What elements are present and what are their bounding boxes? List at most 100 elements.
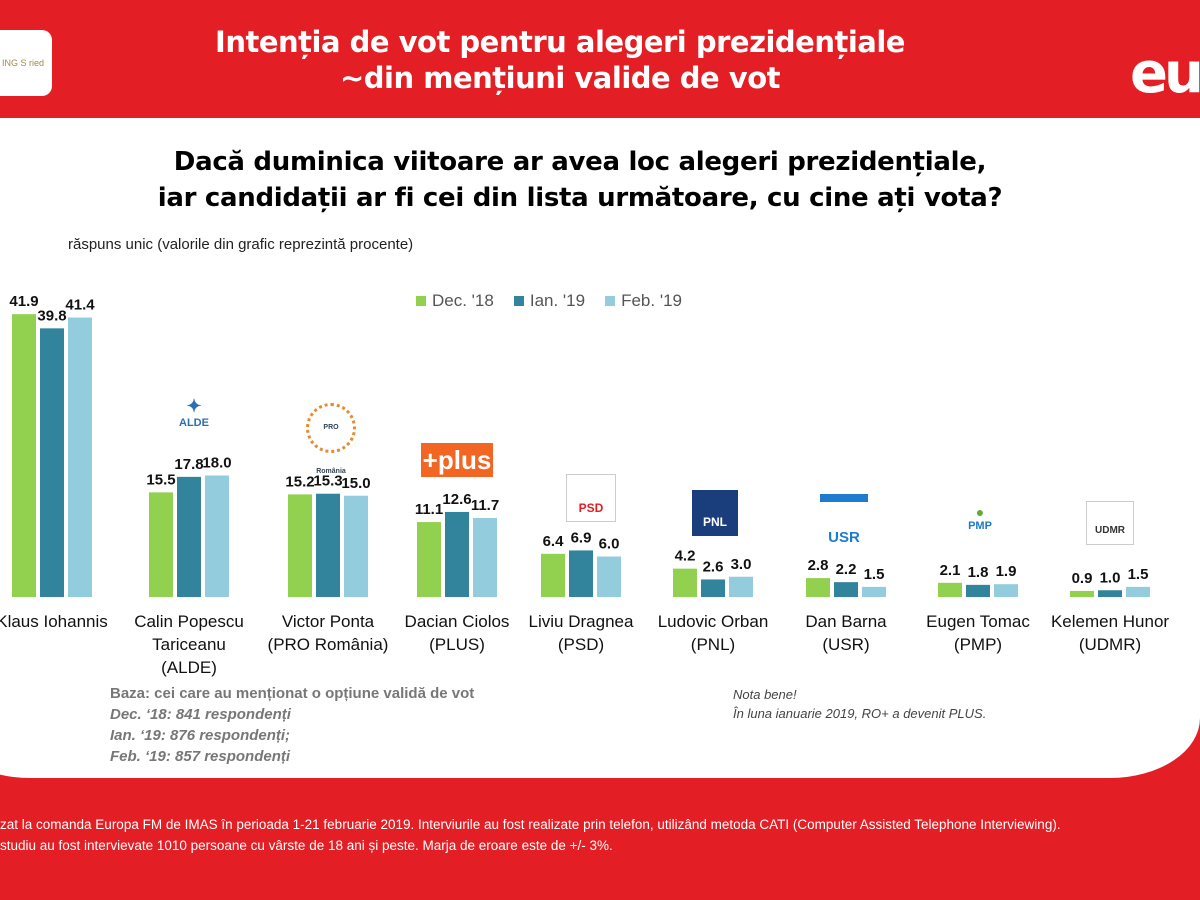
category-label: Dan Barna (USR) bbox=[771, 610, 921, 656]
legend-item: Feb. '19 bbox=[605, 291, 682, 311]
category-label: Calin Popescu Tariceanu (ALDE) bbox=[114, 610, 264, 679]
category-label: Eugen Tomac (PMP) bbox=[903, 610, 1053, 656]
data-label: 41.9 bbox=[9, 293, 38, 310]
data-label: 2.8 bbox=[808, 557, 829, 574]
data-label: 4.2 bbox=[675, 548, 696, 565]
pmp-logo: ● PMP bbox=[968, 504, 992, 532]
category-label-line: (PRO România) bbox=[267, 635, 389, 654]
data-label: 17.8 bbox=[174, 456, 203, 473]
pro-romania-logo: PRO România bbox=[306, 403, 356, 475]
data-label: 1.9 bbox=[996, 563, 1017, 580]
bar bbox=[12, 314, 36, 597]
bar bbox=[1126, 586, 1150, 597]
legend-item: Ian. '19 bbox=[513, 291, 585, 311]
category-label-line: Calin Popescu bbox=[134, 612, 244, 631]
data-label: 2.6 bbox=[703, 558, 724, 575]
data-label: 1.5 bbox=[1128, 566, 1149, 583]
bar bbox=[344, 495, 368, 597]
category-label-line: (PMP) bbox=[953, 635, 1003, 654]
data-label: 0.9 bbox=[1072, 570, 1093, 587]
question: Dacă duminica viitoare ar avea loc alege… bbox=[157, 147, 1003, 213]
category-label-line: (UDMR) bbox=[1078, 635, 1142, 654]
bar bbox=[569, 550, 593, 597]
category-label-line: Tariceanu bbox=[152, 635, 226, 654]
category-label: Kelemen Hunor (UDMR) bbox=[1035, 610, 1185, 656]
category-label: Liviu Dragnea (PSD) bbox=[506, 610, 656, 656]
data-label: 41.4 bbox=[65, 297, 95, 314]
bar bbox=[806, 578, 830, 597]
data-label: 1.8 bbox=[968, 564, 989, 581]
category-label-line: (PSD) bbox=[557, 635, 605, 654]
category-label-line: (PNL) bbox=[690, 635, 736, 654]
category-label-line: Dacian Ciolos bbox=[404, 612, 510, 631]
category-label-line: Victor Ponta bbox=[281, 612, 375, 631]
methodology-footer: zat la comanda Europa FM de IMAS în peri… bbox=[0, 817, 1061, 853]
bar bbox=[68, 317, 92, 597]
data-label: 15.2 bbox=[285, 473, 314, 490]
bar bbox=[149, 492, 173, 597]
pnl-logo: PNL bbox=[692, 490, 738, 536]
category-label-line: (ALDE) bbox=[161, 658, 217, 677]
category-label-line: Eugen Tomac bbox=[926, 612, 1030, 631]
data-label: 12.6 bbox=[442, 491, 471, 508]
category-label-line: Kelemen Hunor bbox=[1050, 612, 1170, 631]
bar bbox=[316, 493, 340, 597]
data-label: 6.4 bbox=[543, 533, 565, 550]
category-label: Klaus Iohannis bbox=[0, 610, 127, 633]
bar bbox=[597, 556, 621, 597]
bar bbox=[205, 475, 229, 597]
bar bbox=[445, 511, 469, 597]
bar bbox=[288, 494, 312, 597]
data-label: 2.1 bbox=[940, 562, 961, 579]
bar bbox=[994, 584, 1018, 597]
bar bbox=[673, 568, 697, 597]
bar bbox=[1098, 590, 1122, 597]
legend-item: Dec. '18 bbox=[416, 291, 494, 311]
data-label: 39.8 bbox=[37, 307, 66, 324]
bar bbox=[473, 518, 497, 597]
imas-logo: ING S ried bbox=[0, 30, 52, 96]
data-label: 1.0 bbox=[1100, 569, 1121, 586]
category-label: Dacian Ciolos (PLUS) bbox=[382, 610, 532, 656]
category-label-line: Dan Barna bbox=[805, 612, 887, 631]
chart-card bbox=[0, 118, 1200, 778]
page-title: Intenția de vot pentru alegeri prezidenț… bbox=[215, 25, 905, 95]
alde-logo: ✦ ALDE bbox=[179, 396, 209, 429]
psd-logo: PSD bbox=[566, 474, 616, 522]
plus-logo: +plus bbox=[421, 443, 493, 477]
legend-swatch bbox=[513, 296, 524, 306]
bar bbox=[862, 586, 886, 597]
bar bbox=[1070, 590, 1094, 597]
bar bbox=[966, 584, 990, 597]
nota-bene: Nota bene! În luna ianuarie 2019, RO+ a … bbox=[733, 687, 987, 721]
udmr-logo: UDMR bbox=[1086, 501, 1134, 545]
europafm-logo: eu bbox=[1130, 41, 1200, 106]
sample-base: Baza: cei care au menționat o opțiune va… bbox=[110, 685, 475, 765]
data-label: 1.5 bbox=[864, 566, 885, 583]
data-label: 3.0 bbox=[731, 556, 752, 573]
bar bbox=[729, 576, 753, 597]
category-label-line: Liviu Dragnea bbox=[528, 612, 634, 631]
data-label: 6.9 bbox=[571, 529, 592, 546]
bar bbox=[417, 522, 441, 597]
legend-swatch bbox=[416, 296, 426, 306]
category-label: Victor Ponta (PRO România) bbox=[253, 610, 403, 656]
bar bbox=[541, 553, 565, 597]
category-label-line: (USR) bbox=[822, 635, 870, 654]
data-label: 15.5 bbox=[146, 471, 175, 488]
data-label: 11.1 bbox=[415, 501, 443, 518]
chart-subtitle: răspuns unic (valorile din grafic reprez… bbox=[68, 236, 414, 253]
bar bbox=[40, 328, 64, 597]
legend-swatch bbox=[605, 296, 616, 306]
category-label-line: (PLUS) bbox=[429, 635, 485, 654]
data-label: 18.0 bbox=[202, 455, 231, 472]
bar bbox=[177, 476, 201, 597]
usr-logo: USR bbox=[820, 494, 868, 546]
bar bbox=[938, 582, 962, 597]
data-label: 2.2 bbox=[836, 561, 857, 578]
data-label: 15.3 bbox=[313, 473, 342, 490]
bar bbox=[701, 579, 725, 597]
bar bbox=[834, 582, 858, 597]
data-label: 15.0 bbox=[341, 475, 370, 492]
